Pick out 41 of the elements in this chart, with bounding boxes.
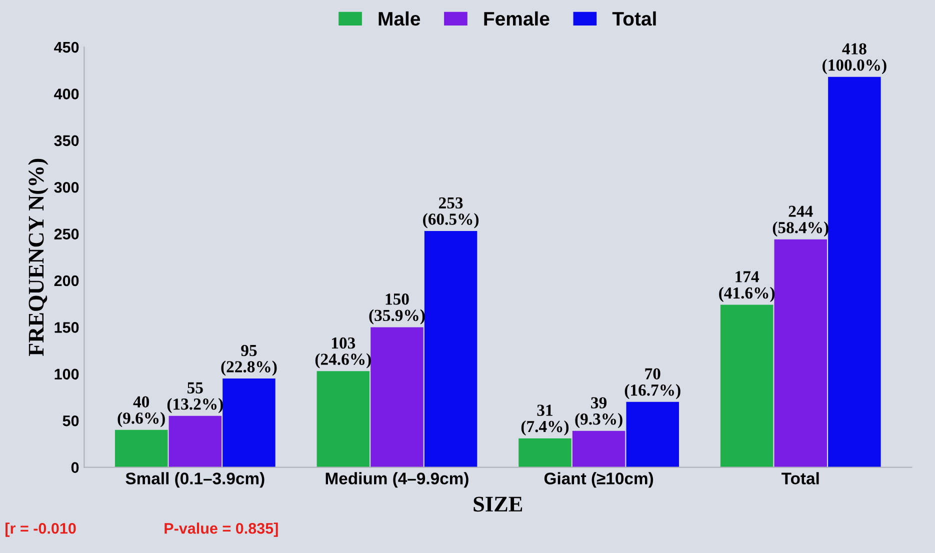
- legend-label: Female: [484, 11, 550, 26]
- y-tick-label: 350: [54, 135, 79, 146]
- data-label: 70 (16.7%): [624, 368, 680, 400]
- y-tick-label: 0: [71, 462, 79, 473]
- bar: [572, 430, 626, 468]
- bar: [774, 239, 827, 468]
- data-label: 40 (9.6%): [118, 396, 165, 428]
- x-tick-label: Small (0.1–3.9cm): [126, 472, 264, 488]
- y-tick-label: 50: [62, 415, 79, 426]
- x-tick-label: Total: [782, 472, 819, 484]
- text: [r = -0.010: [6, 522, 76, 537]
- bar: [626, 402, 679, 468]
- data-label: 95 (22.8%): [221, 344, 277, 376]
- y-tick-label: 300: [54, 182, 79, 193]
- bar: [316, 371, 370, 468]
- bar: [370, 327, 424, 468]
- data-label: 253 (60.5%): [423, 197, 479, 228]
- bar: [720, 304, 774, 468]
- text: P-value = 0.835]: [164, 522, 278, 537]
- x-tick-label: Giant (≥10cm): [544, 472, 654, 488]
- y-tick-label: 450: [54, 42, 79, 53]
- data-label: 31 (7.4%): [521, 404, 569, 436]
- data-label: 418 (100.0%): [822, 43, 886, 74]
- y-tick-label: 150: [54, 322, 79, 333]
- y-tick-label: 200: [54, 275, 79, 286]
- bar: [518, 438, 572, 468]
- data-label: 39 (9.3%): [575, 397, 622, 428]
- x-tick-label: Medium (4–9.9cm): [326, 472, 468, 488]
- data-label: 174 (41.6%): [719, 271, 775, 302]
- y-tick-label: 250: [54, 228, 79, 240]
- y-axis-title: FREQUENCY N(%): [28, 158, 48, 356]
- legend-label: Male: [378, 11, 420, 26]
- bar: [114, 430, 168, 468]
- bar: [828, 76, 881, 468]
- legend-label: Total: [612, 11, 656, 26]
- bar: [222, 378, 276, 468]
- bar: [424, 230, 478, 468]
- x-axis-title: SIZE: [474, 496, 522, 512]
- bar: [168, 416, 222, 468]
- y-tick-label: 100: [54, 368, 79, 380]
- y-tick-label: 400: [54, 88, 79, 100]
